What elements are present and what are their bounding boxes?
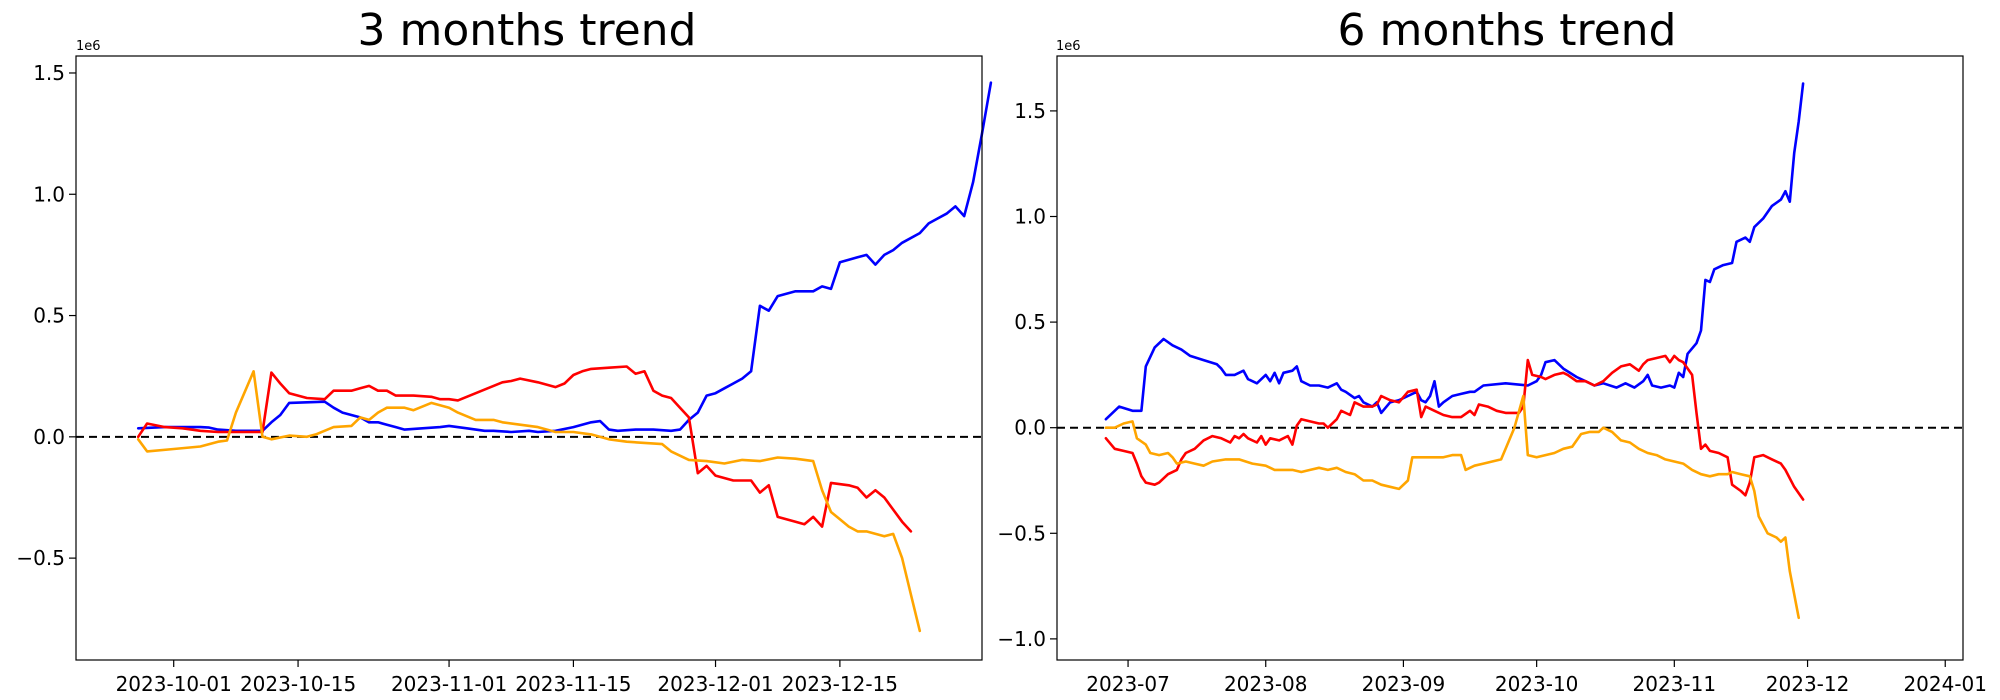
y-tick-label: 0.0 (33, 425, 65, 449)
axes: −0.5 0.0 0.5 1.0 1.5 2023-10-01 2023-10-15 2023… (16, 55, 983, 696)
series-line-blue (136, 81, 993, 434)
x-tick-label: 2023-09 (1362, 672, 1446, 696)
x-tick-label: 2023-12-01 (657, 672, 773, 696)
series-line-orange (1104, 394, 1800, 620)
x-tick-label: 2023-07 (1086, 672, 1170, 696)
axes-frame (75, 55, 983, 661)
series-line-red (136, 365, 913, 533)
series-line-red (1104, 354, 1805, 501)
panel-3-months: 3 months trend 1e6 −0.5 0.0 0.5 1.0 1.5 2023-… (16, 5, 993, 696)
chart-title: 6 months trend (1338, 5, 1677, 56)
x-tick-label: 2023-12-15 (782, 672, 898, 696)
series-line-blue (1104, 82, 1805, 421)
x-tick-label: 2023-10-01 (116, 672, 232, 696)
x-tick-label: 2023-08 (1224, 672, 1308, 696)
y-tick-label: 1.5 (33, 61, 65, 85)
x-tick-label: 2023-12 (1766, 672, 1850, 696)
chart-title: 3 months trend (358, 5, 697, 56)
series-line-orange (136, 369, 922, 633)
plot-area (1057, 82, 1963, 620)
y-tick-label: 0.5 (1014, 310, 1046, 334)
x-tick-label: 2023-11 (1633, 672, 1717, 696)
y-tick-label: 0.5 (33, 304, 65, 328)
y-tick-label: −1.0 (997, 627, 1046, 651)
panel-6-months: 6 months trend 1e6 −1.0 −0.5 0.0 0.5 1.0 1.5 2… (997, 5, 1987, 696)
x-tick-label: 2023-11-01 (391, 672, 507, 696)
y-tick-label: 1.5 (1014, 99, 1046, 123)
plot-area (76, 81, 993, 633)
y-scale-label: 1e6 (76, 39, 101, 54)
y-tick-label: −0.5 (16, 546, 65, 570)
x-tick-label: 2023-10 (1495, 672, 1579, 696)
y-scale-label: 1e6 (1056, 39, 1081, 54)
x-tick-label: 2023-11-15 (515, 672, 631, 696)
y-tick-label: 1.0 (33, 182, 65, 206)
y-tick-label: −0.5 (997, 521, 1046, 545)
axes-frame (1056, 55, 1964, 661)
axes: −1.0 −0.5 0.0 0.5 1.0 1.5 2023-07 2023-08 2023-0… (997, 55, 1987, 696)
y-tick-label: 1.0 (1014, 205, 1046, 229)
x-tick-label: 2023-10-15 (240, 672, 356, 696)
y-tick-label: 0.0 (1014, 416, 1046, 440)
x-tick-label: 2024-01 (1903, 672, 1987, 696)
